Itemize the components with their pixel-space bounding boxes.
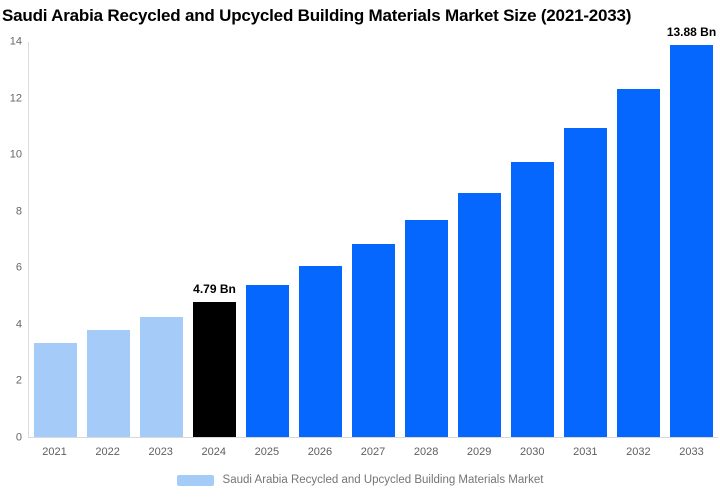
x-tick-label: 2031 [573, 446, 598, 458]
bar-slot [241, 42, 294, 437]
bar-2025 [246, 284, 289, 437]
y-tick-label: 6 [15, 261, 22, 274]
y-tick-label: 0 [15, 431, 22, 444]
bar-2023 [140, 317, 183, 437]
x-tick-label: 2025 [254, 446, 280, 458]
legend-swatch [176, 474, 214, 486]
bar-value-label: 13.88 Bn [666, 25, 717, 40]
x-tick-label: 2033 [679, 446, 704, 458]
x-tick-label: 2029 [466, 446, 492, 458]
bar-2032 [617, 89, 660, 437]
bar-slot [347, 42, 400, 437]
bar-2030 [511, 162, 554, 437]
bar-2029 [458, 192, 501, 437]
bar-slot [453, 42, 506, 437]
x-tick-label: 2030 [520, 446, 545, 458]
x-tick-label: 2023 [148, 446, 173, 458]
plot-area: 4.79 Bn 13.88 Bn [28, 25, 718, 438]
x-tick-label: 2022 [95, 446, 120, 458]
bar-2028 [405, 220, 448, 437]
bar-value-label: 4.79 Bn [193, 281, 236, 296]
bar-2022 [87, 330, 130, 437]
x-axis: 2021 2022 2023 2024 2025 2026 2027 2028 2029 2030… [28, 446, 718, 458]
y-tick-label: 4 [15, 318, 22, 331]
bar-slot [506, 42, 559, 437]
y-tick-label: 10 [9, 148, 22, 161]
y-tick-label: 2 [15, 374, 22, 387]
legend: Saudi Arabia Recycled and Upcycled Build… [0, 474, 720, 486]
chart-title: Saudi Arabia Recycled and Upcycled Build… [2, 6, 632, 25]
x-tick-label: 2028 [413, 446, 439, 458]
x-tick-label: 2024 [201, 446, 227, 458]
bar-2027 [352, 244, 395, 437]
x-tick-label: 2026 [307, 446, 333, 458]
bar-slot [82, 42, 135, 437]
bar-2021 [34, 343, 77, 437]
bar-slot [135, 42, 188, 437]
x-tick-label: 2021 [42, 446, 67, 458]
bar-slot [400, 42, 453, 437]
bar-slot [294, 42, 347, 437]
y-tick-label: 12 [9, 92, 22, 105]
y-tick-label: 8 [15, 205, 22, 218]
bar-2024 [193, 301, 236, 437]
x-tick-label: 2027 [360, 446, 386, 458]
bar-slot: 13.88 Bn [665, 25, 718, 437]
bar-slot: 4.79 Bn [188, 42, 241, 437]
bar-slot [612, 42, 665, 437]
bar-2033 [670, 45, 713, 437]
y-tick-label: 14 [9, 35, 22, 48]
bar-2026 [299, 265, 342, 437]
legend-label: Saudi Arabia Recycled and Upcycled Build… [222, 474, 544, 486]
x-tick-label: 2032 [626, 446, 651, 458]
y-axis: 0 2 4 6 8 10 12 14 [0, 36, 24, 443]
bar-slot [559, 42, 612, 437]
bar-slot [29, 42, 82, 437]
bar-2031 [564, 128, 607, 437]
